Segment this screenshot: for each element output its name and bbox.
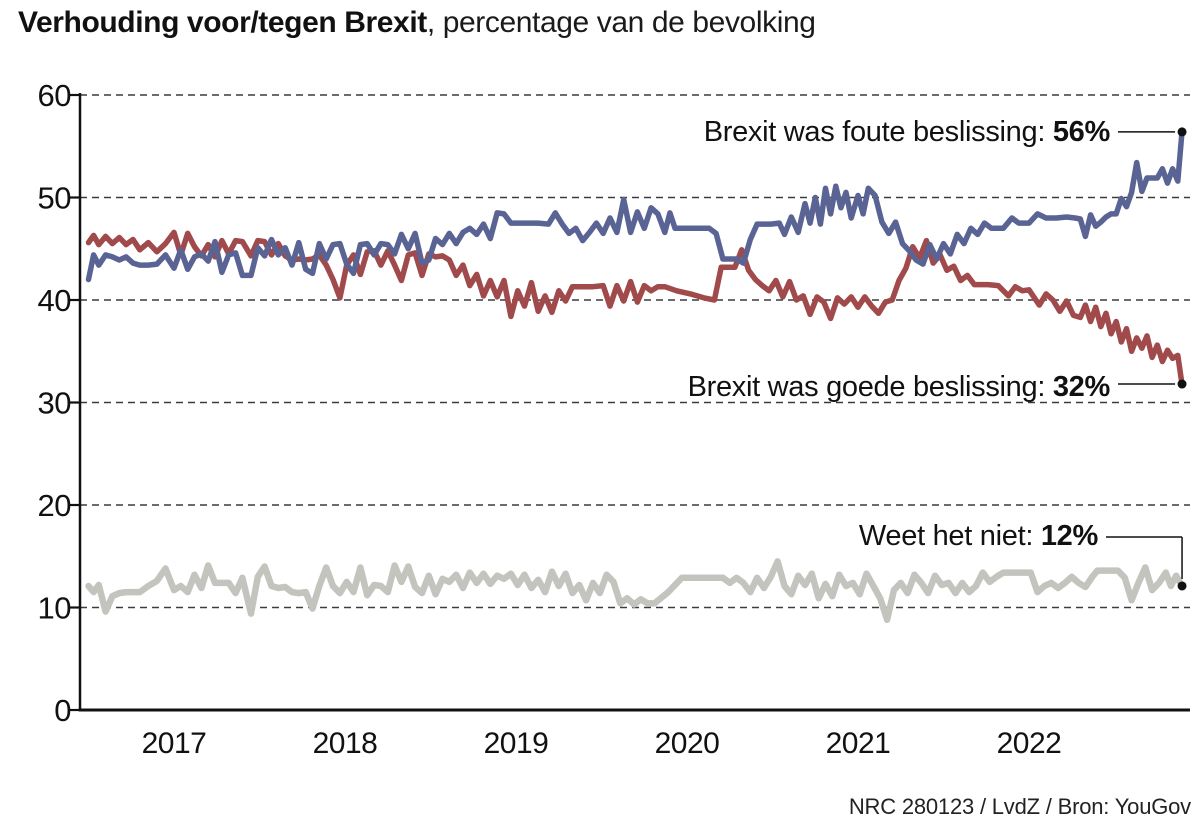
x-tick-label-2021: 2021	[826, 727, 891, 760]
series-line-right	[85, 229, 1185, 387]
series-label-wrong-decision: Brexit was foute beslissing: 56%	[703, 116, 1111, 149]
series-line-wrong	[85, 129, 1185, 283]
series-endpoint-dot-2	[1177, 581, 1187, 591]
series-value-wrong: 56%	[1052, 116, 1110, 148]
series-label-dontknow-text: Weet het niet:	[858, 520, 1041, 552]
series-endpoint-dot-0	[1177, 127, 1187, 137]
y-tick-label-40: 40	[38, 283, 72, 318]
series-endpoint-dot-1	[1177, 379, 1187, 389]
series-label-right-text: Brexit was goede beslissing:	[687, 371, 1053, 403]
series-label-wrong-text: Brexit was foute beslissing:	[703, 116, 1053, 148]
y-tick-label-60: 60	[38, 78, 72, 113]
y-tick-label-10: 10	[38, 591, 72, 626]
x-tick-label-2018: 2018	[313, 727, 378, 760]
y-tick-label-20: 20	[38, 488, 72, 523]
series-label-right-decision: Brexit was goede beslissing: 32%	[687, 371, 1111, 404]
chart-title-bold: Verhouding voor/tegen Brexit	[18, 6, 427, 39]
series-value-right: 32%	[1052, 371, 1110, 403]
y-tick-label-30: 30	[38, 386, 72, 421]
y-tick-label-50: 50	[38, 181, 72, 216]
series-value-dontknow: 12%	[1040, 520, 1098, 552]
x-tick-label-2017: 2017	[142, 727, 207, 760]
x-tick-label-2022: 2022	[997, 727, 1062, 760]
series-line-dontknow	[85, 558, 1186, 624]
x-tick-label-2019: 2019	[484, 727, 549, 760]
y-tick-label-0: 0	[54, 693, 71, 728]
x-tick-label-2020: 2020	[655, 727, 720, 760]
chart-title-subtitle: , percentage van de bevolking	[426, 6, 816, 39]
chart-title: Verhouding voor/tegen Brexit, percentage…	[18, 6, 816, 40]
source-credit: NRC 280123 / LvdZ / Bron: YouGov	[848, 794, 1191, 819]
series-label-dontknow: Weet het niet: 12%	[859, 520, 1098, 553]
